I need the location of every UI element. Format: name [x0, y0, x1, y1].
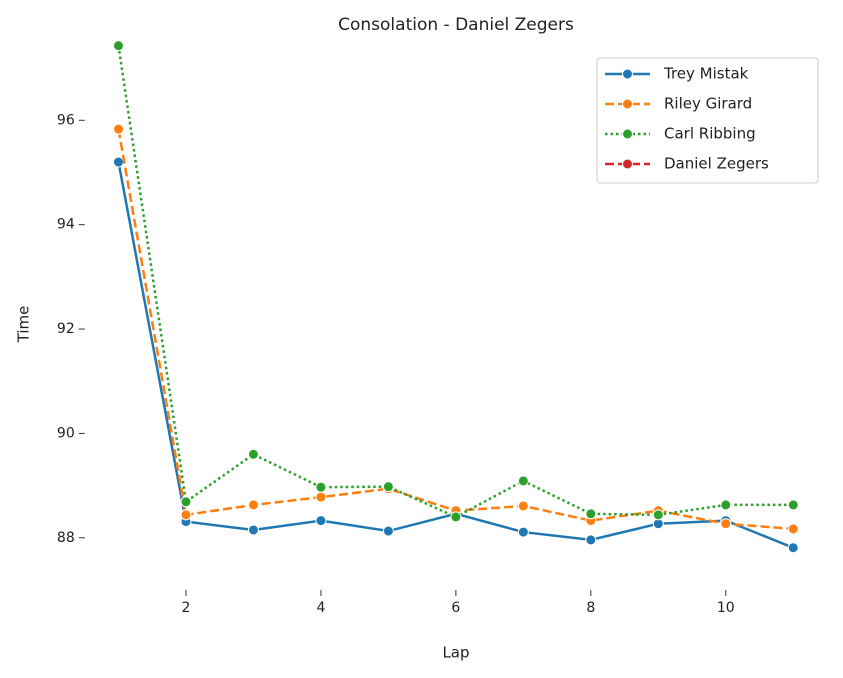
chart-title: Consolation - Daniel Zegers — [338, 15, 574, 35]
series-line — [117, 128, 794, 531]
y-tick-label: 88 — [57, 530, 75, 546]
legend-marker — [622, 68, 633, 80]
point — [585, 534, 597, 546]
point — [787, 542, 799, 554]
x-axis-label: Lap — [442, 644, 469, 662]
x-tick-label: 10 — [717, 600, 735, 616]
legend-text: Riley Girard — [664, 95, 752, 113]
point — [517, 500, 529, 512]
point — [180, 509, 192, 521]
y-tick-label: 96 — [57, 112, 75, 128]
series-line — [117, 161, 794, 549]
x-tick-label: 6 — [451, 600, 460, 616]
legend-marker — [622, 98, 633, 110]
plot-area — [112, 40, 799, 554]
point — [112, 123, 124, 135]
point — [450, 511, 462, 523]
point — [247, 524, 259, 536]
point — [247, 448, 259, 460]
point — [720, 499, 732, 511]
point — [112, 40, 124, 52]
point — [652, 509, 664, 521]
x-tick-label: 2 — [182, 600, 191, 616]
point — [585, 508, 597, 520]
point — [517, 526, 529, 538]
point — [517, 475, 529, 487]
point — [787, 499, 799, 511]
legend-text: Trey Mistak — [663, 65, 749, 83]
point — [720, 518, 732, 530]
legend-box — [596, 57, 819, 184]
x-tick-label: 4 — [316, 600, 325, 616]
point — [382, 525, 394, 537]
x-tick-label: 8 — [586, 600, 595, 616]
point — [247, 499, 259, 511]
y-axis-label: Time — [15, 306, 33, 344]
legend-marker — [622, 158, 633, 170]
point — [787, 523, 799, 535]
point — [315, 515, 327, 527]
y-tick-label: 94 — [57, 217, 75, 233]
y-tick-label: 92 — [57, 321, 75, 337]
point — [315, 481, 327, 493]
legend-marker — [622, 128, 633, 140]
y-tick-label: 90 — [57, 425, 75, 441]
point — [180, 496, 192, 508]
point — [315, 491, 327, 503]
legend-text: Carl Ribbing — [664, 125, 756, 143]
legend-text: Daniel Zegers — [664, 155, 769, 173]
point — [382, 481, 394, 493]
point — [112, 156, 124, 168]
